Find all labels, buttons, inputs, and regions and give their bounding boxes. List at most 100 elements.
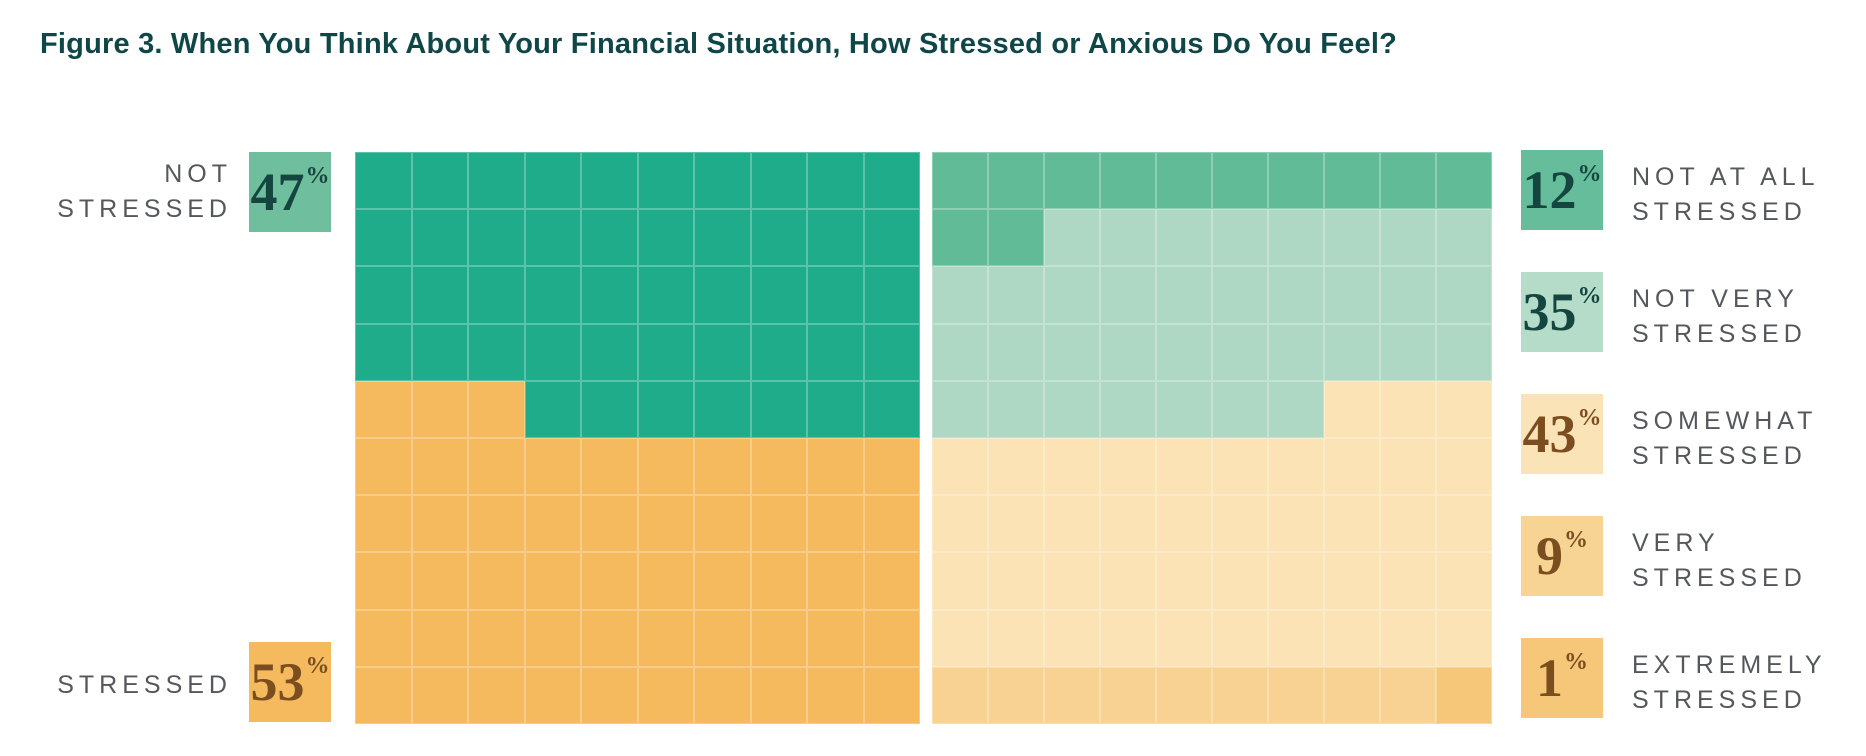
- percent-sign: %: [1577, 405, 1602, 431]
- waffle-cell: [1044, 152, 1100, 210]
- waffle-cell: [988, 666, 1044, 724]
- waffle-cell: [988, 266, 1044, 324]
- waffle-cell: [355, 666, 412, 724]
- waffle-cell: [1268, 380, 1324, 438]
- percent-sign: %: [1564, 649, 1588, 675]
- legend-value-box: 1%: [1521, 638, 1603, 718]
- waffle-cell: [1324, 552, 1380, 610]
- waffle-cell: [468, 609, 525, 667]
- waffle-cell: [863, 495, 920, 553]
- legend-value: 35: [1522, 282, 1577, 342]
- waffle-cell: [468, 552, 525, 610]
- stressed-label: STRESSED: [57, 671, 232, 699]
- waffle-cell: [637, 323, 694, 381]
- waffle-cell: [807, 380, 864, 438]
- waffle-cell: [988, 152, 1044, 210]
- waffle-cell: [807, 266, 864, 324]
- not-stressed-label-line2: STRESSED: [57, 195, 232, 223]
- waffle-cell: [468, 266, 525, 324]
- waffle-cell: [1100, 266, 1156, 324]
- waffle-cell: [1100, 609, 1156, 667]
- waffle-cell: [863, 438, 920, 496]
- waffle-cell: [581, 380, 638, 438]
- waffle-cell: [468, 495, 525, 553]
- waffle-cell: [694, 552, 751, 610]
- waffle-cell: [468, 438, 525, 496]
- waffle-cell: [1156, 666, 1212, 724]
- waffle-cell: [750, 266, 807, 324]
- waffle-cell: [932, 152, 988, 210]
- waffle-cell: [1380, 495, 1436, 553]
- waffle-cell: [581, 152, 638, 210]
- waffle-cell: [637, 495, 694, 553]
- stressed-value: 53: [250, 652, 305, 712]
- legend-label-line1: EXTREMELY: [1632, 651, 1827, 679]
- legend-value: 9: [1536, 526, 1563, 586]
- waffle-cell: [694, 495, 751, 553]
- waffle-cell: [1100, 209, 1156, 267]
- legend-label-line2: STRESSED: [1632, 198, 1807, 226]
- waffle-cell: [581, 609, 638, 667]
- waffle-cell: [1324, 495, 1380, 553]
- waffle-cell: [863, 209, 920, 267]
- waffle-cell: [988, 438, 1044, 496]
- waffle-cell: [750, 495, 807, 553]
- waffle-cell: [468, 323, 525, 381]
- waffle-cell: [468, 209, 525, 267]
- waffle-cell: [932, 666, 988, 724]
- waffle-cell: [1212, 323, 1268, 381]
- waffle-cell: [1156, 152, 1212, 210]
- waffle-cell: [355, 152, 412, 210]
- waffle-cell: [1100, 152, 1156, 210]
- waffle-cell: [1268, 152, 1324, 210]
- waffle-cell: [807, 209, 864, 267]
- waffle-cell: [411, 266, 468, 324]
- waffle-cell: [1044, 209, 1100, 267]
- waffle-cell: [1212, 438, 1268, 496]
- legend-label-line1: NOT VERY: [1632, 285, 1799, 313]
- waffle-cell: [932, 266, 988, 324]
- waffle-cell: [932, 438, 988, 496]
- waffle-cell: [1380, 323, 1436, 381]
- legend-label-line1: SOMEWHAT: [1632, 407, 1818, 435]
- legend-label: VERY STRESSED: [1632, 526, 1807, 596]
- waffle-cell: [988, 552, 1044, 610]
- waffle-cell: [524, 552, 581, 610]
- waffle-cell: [1212, 609, 1268, 667]
- legend-value-box: 9%: [1521, 516, 1603, 596]
- legend-label: NOT AT ALL STRESSED: [1632, 160, 1820, 230]
- waffle-cell: [1380, 152, 1436, 210]
- waffle-cell: [1212, 552, 1268, 610]
- waffle-cell: [750, 380, 807, 438]
- waffle-cell: [1100, 438, 1156, 496]
- waffle-cell: [863, 552, 920, 610]
- waffle-cell: [1380, 552, 1436, 610]
- waffle-cell: [1100, 380, 1156, 438]
- waffle-cell: [988, 380, 1044, 438]
- waffle-cell: [355, 552, 412, 610]
- waffle-cell: [807, 552, 864, 610]
- not-stressed-value-box: 47%: [249, 152, 331, 232]
- waffle-cell: [411, 380, 468, 438]
- waffle-cell: [694, 666, 751, 724]
- waffle-cell: [863, 609, 920, 667]
- waffle-cell: [1324, 609, 1380, 667]
- legend-value-box: 43%: [1521, 394, 1603, 474]
- legend-label-line1: VERY: [1632, 529, 1720, 557]
- waffle-cell: [1268, 323, 1324, 381]
- waffle-cell: [807, 666, 864, 724]
- waffle-cell: [807, 609, 864, 667]
- waffle-cell: [524, 323, 581, 381]
- waffle-cell: [1044, 266, 1100, 324]
- waffle-cell: [411, 209, 468, 267]
- waffle-cell: [1268, 266, 1324, 324]
- waffle-cell: [1268, 209, 1324, 267]
- waffle-cell: [807, 495, 864, 553]
- waffle-cell: [1268, 609, 1324, 667]
- waffle-cell: [694, 209, 751, 267]
- waffle-cell: [988, 323, 1044, 381]
- waffle-cell: [411, 152, 468, 210]
- breakdown-waffle-chart: [932, 152, 1492, 724]
- waffle-cell: [1156, 209, 1212, 267]
